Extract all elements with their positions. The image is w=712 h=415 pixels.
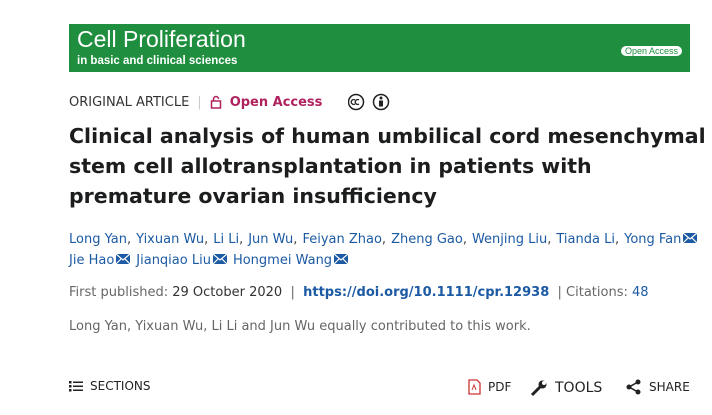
author: Hongmei Wang <box>233 253 349 268</box>
author-name[interactable]: Long Yan <box>69 232 127 247</box>
article-meta: ORIGINAL ARTICLE | Open Access <box>69 93 392 111</box>
citations-count[interactable]: 48 <box>632 285 649 300</box>
article-title: Clinical analysis of human umbilical cor… <box>69 121 706 211</box>
author: Li Li, <box>213 232 243 247</box>
title-line: stem cell allotransplantation in patient… <box>69 154 592 178</box>
open-access-badge: Open Access <box>620 46 682 56</box>
email-icon[interactable] <box>682 232 698 244</box>
author-separator: , <box>547 232 552 247</box>
author: Jie Hao <box>69 253 131 268</box>
pdf-icon <box>468 379 481 395</box>
contribution-note: Long Yan, Yixuan Wu, Li Li and Jun Wu eq… <box>69 319 531 334</box>
lock-icon <box>210 95 221 109</box>
author: Tianda Li, <box>556 232 619 247</box>
author-list: Long Yan, Yixuan Wu, Li Li, Jun Wu, Feiyan Z… <box>69 229 698 271</box>
title-line: premature ovarian insufficiency <box>69 184 437 208</box>
email-icon[interactable] <box>212 253 228 265</box>
author-name[interactable]: Li Li <box>213 232 240 247</box>
citations-label: Citations: <box>566 285 628 300</box>
author-separator: , <box>381 232 387 247</box>
sections-button[interactable]: SECTIONS <box>69 379 151 393</box>
author-name[interactable]: Wenjing Liu <box>471 232 548 247</box>
journal-title: Cell Proliferation <box>77 26 246 52</box>
author-separator: , <box>126 232 132 247</box>
wrench-icon <box>530 380 547 397</box>
author-separator: , <box>293 232 298 247</box>
author-name[interactable]: Hongmei Wang <box>232 253 333 268</box>
author-name[interactable]: Yixuan Wu <box>136 232 205 247</box>
tools-label: TOOLS <box>555 380 603 396</box>
author: Feiyan Zhao, <box>302 232 386 247</box>
journal-subtitle: in basic and clinical sciences <box>77 55 238 67</box>
separator: | <box>557 285 562 300</box>
share-label: SHARE <box>649 380 690 394</box>
separator: | <box>290 285 295 300</box>
author: Long Yan, <box>69 232 131 247</box>
tools-button[interactable]: TOOLS <box>530 379 602 397</box>
author: Jianqiao Liu <box>136 253 228 268</box>
publication-info: First published: 29 October 2020 | https… <box>69 285 649 300</box>
article-type: ORIGINAL ARTICLE <box>69 94 190 110</box>
published-date: 29 October 2020 <box>172 285 283 300</box>
author-name[interactable]: Tianda Li <box>556 232 615 247</box>
author: Wenjing Liu, <box>472 232 551 247</box>
sections-label: SECTIONS <box>90 379 151 393</box>
author: Yixuan Wu, <box>136 232 208 247</box>
author-name[interactable]: Feiyan Zhao <box>302 232 382 247</box>
divider: | <box>197 94 202 110</box>
share-button[interactable]: SHARE <box>626 379 690 395</box>
author-name[interactable]: Jun Wu <box>248 232 294 247</box>
author-separator: , <box>614 232 620 247</box>
author-name[interactable]: Jie Hao <box>69 253 115 268</box>
email-icon[interactable] <box>115 253 131 265</box>
journal-banner[interactable]: Cell Proliferation in basic and clinical… <box>69 24 690 72</box>
pdf-label: PDF <box>488 380 512 394</box>
author-name[interactable]: Zheng Gao <box>391 232 463 247</box>
author: Zheng Gao, <box>391 232 467 247</box>
license-icons[interactable] <box>348 93 392 111</box>
share-icon <box>626 379 641 395</box>
author-name[interactable]: Yong Fan <box>624 232 682 247</box>
author-separator: , <box>462 232 467 247</box>
author-name[interactable]: Jianqiao Liu <box>136 253 211 268</box>
access-label[interactable]: Open Access <box>229 94 323 110</box>
author: Yong Fan <box>624 232 698 247</box>
email-icon[interactable] <box>333 253 349 265</box>
published-label: First published: <box>69 285 169 300</box>
list-icon <box>69 381 83 392</box>
title-line: Clinical analysis of human umbilical cor… <box>69 124 706 148</box>
author-separator: , <box>204 232 209 247</box>
pdf-button[interactable]: PDF <box>468 379 511 395</box>
doi-link[interactable]: https://doi.org/10.1111/cpr.12938 <box>303 285 550 300</box>
author: Jun Wu, <box>248 232 297 247</box>
author-separator: , <box>239 232 244 247</box>
